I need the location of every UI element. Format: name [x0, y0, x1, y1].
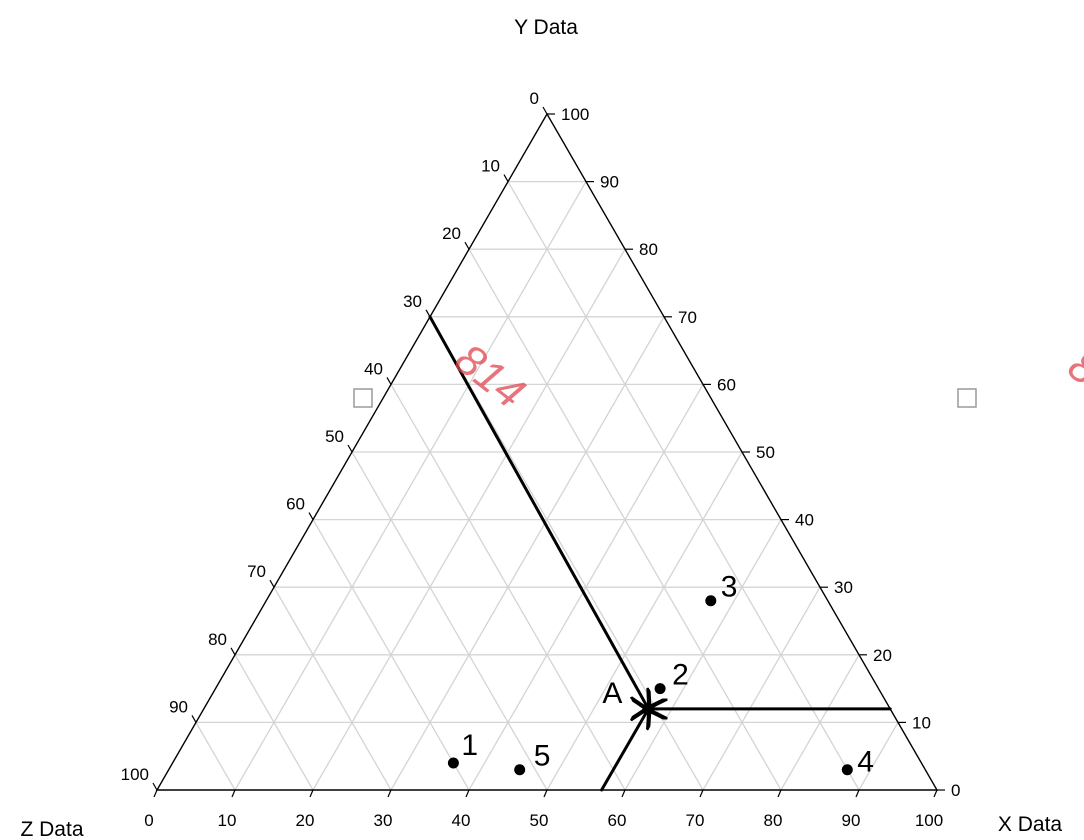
- tick-label-y: 20: [873, 646, 892, 665]
- grid-line-z: [351, 451, 548, 791]
- tick-mark-x: [621, 789, 626, 798]
- tick-mark-x: [153, 789, 158, 798]
- grid-line-x: [858, 722, 899, 791]
- tick-label-x: 80: [764, 811, 783, 830]
- tick-label-x: 40: [452, 811, 471, 830]
- data-point-label: 4: [857, 746, 874, 779]
- data-point-marker: [447, 757, 459, 769]
- grid-line-x: [780, 654, 860, 791]
- grid-line-z: [195, 722, 236, 791]
- tick-mark-z: [230, 647, 236, 656]
- tick-label-x: 20: [296, 811, 315, 830]
- tick-label-z: 70: [247, 562, 266, 581]
- grid-line-x: [702, 586, 821, 791]
- axis-title-z: Z Data: [20, 818, 83, 840]
- guide-arrow-line: [600, 709, 649, 792]
- tick-label-z: 40: [364, 359, 383, 378]
- tick-label-y: 100: [561, 105, 589, 124]
- tick-label-z: 20: [442, 224, 461, 243]
- data-point-marker: [654, 683, 666, 695]
- tick-label-z: 80: [208, 630, 227, 649]
- grid-line-x: [234, 181, 587, 791]
- tick-mark-z: [269, 579, 275, 588]
- data-point-marker: [841, 764, 853, 776]
- tick-label-y: 80: [639, 240, 658, 259]
- grid-line-x: [624, 519, 782, 791]
- tick-label-y: 30: [834, 578, 853, 597]
- tick-label-z: 90: [169, 697, 188, 716]
- tick-mark-z: [542, 106, 548, 115]
- tick-mark-x: [387, 789, 392, 798]
- placeholder-box-right: [957, 388, 977, 408]
- tick-label-x: 70: [686, 811, 705, 830]
- tick-label-x: 0: [144, 811, 153, 830]
- data-point-marker: [705, 595, 717, 607]
- data-point-label: 5: [534, 740, 551, 773]
- tick-label-z: 50: [325, 427, 344, 446]
- tick-label-y: 50: [756, 443, 775, 462]
- tick-mark-z: [464, 241, 470, 250]
- data-point-marker: [514, 764, 526, 776]
- data-point-label: 1: [461, 729, 478, 762]
- tick-label-y: 10: [912, 713, 931, 732]
- tick-label-z: 60: [286, 495, 305, 514]
- tick-mark-x: [465, 789, 470, 798]
- tick-mark-x: [777, 789, 782, 798]
- tick-label-z: 30: [403, 292, 422, 311]
- axis-ticks: 0 10 20 30 40 50 60 70 80 90 100010203040506070809…: [121, 89, 961, 830]
- tick-label-y: 40: [795, 511, 814, 530]
- tick-label-y: 70: [678, 308, 697, 327]
- grid-lines: [195, 180, 899, 791]
- grid-line-z: [273, 586, 392, 791]
- grid-line-x: [390, 316, 665, 791]
- tick-label-z: 100: [121, 765, 149, 784]
- tick-mark-z: [308, 512, 314, 520]
- grid-line-z: [312, 519, 470, 791]
- data-point-label: A: [602, 677, 622, 710]
- tick-mark-x: [309, 789, 314, 798]
- tick-mark-x: [699, 789, 704, 798]
- watermark-text-edge: 8: [1059, 341, 1084, 395]
- guide-arrow-line: [428, 315, 648, 709]
- data-point-label: 3: [721, 571, 738, 604]
- tick-mark-z: [191, 715, 197, 723]
- tick-mark-x: [543, 789, 548, 798]
- axis-title-y: Y Data: [514, 16, 578, 39]
- grid-line-z: [507, 181, 860, 791]
- grid-line-x: [546, 451, 743, 791]
- tick-label-y: 0: [951, 781, 960, 800]
- tick-mark-x: [231, 789, 236, 798]
- tick-label-z: 10: [481, 157, 500, 176]
- tick-label-z: 0: [530, 89, 539, 108]
- tick-label-x: 100: [915, 811, 943, 830]
- tick-mark-z: [386, 377, 392, 385]
- guide-arrows: [428, 315, 892, 792]
- tick-label-x: 10: [218, 811, 237, 830]
- tick-label-x: 30: [374, 811, 393, 830]
- tick-mark-z: [347, 444, 353, 453]
- tick-label-x: 60: [608, 811, 627, 830]
- tick-label-y: 90: [600, 173, 619, 192]
- axis-title-x: X Data: [998, 813, 1063, 836]
- placeholder-box-left: [353, 388, 373, 408]
- watermark-text: 814: [446, 334, 534, 418]
- tick-mark-z: [152, 782, 158, 791]
- tick-label-x: 50: [530, 811, 549, 830]
- tick-label-y: 60: [717, 375, 736, 394]
- tick-mark-x: [933, 789, 938, 798]
- tick-mark-z: [503, 174, 509, 182]
- tick-mark-x: [855, 789, 860, 798]
- tick-label-x: 90: [842, 811, 861, 830]
- data-point-label: 2: [672, 659, 689, 692]
- data-point-marker: [642, 702, 655, 715]
- grid-line-z: [234, 654, 314, 791]
- data-points: 1 5 2 3 4 A: [447, 571, 874, 779]
